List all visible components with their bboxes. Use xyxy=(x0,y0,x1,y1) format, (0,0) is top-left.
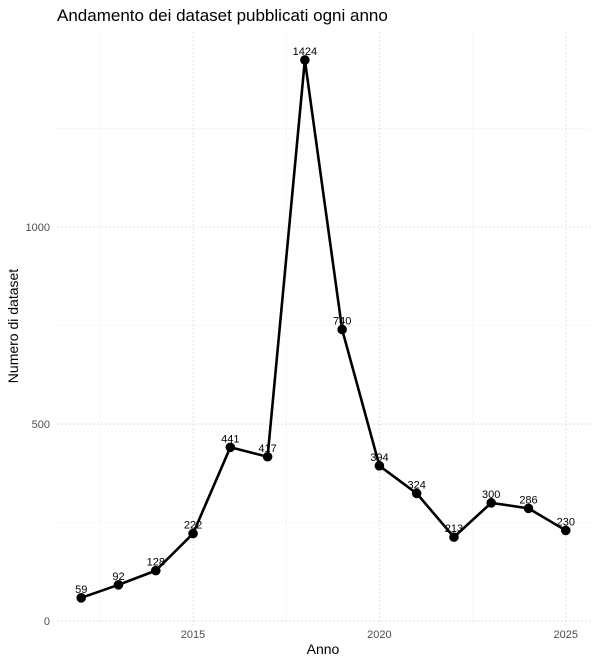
data-label: 394 xyxy=(370,452,388,464)
data-point xyxy=(337,324,347,335)
data-point xyxy=(150,565,161,576)
data-label: 222 xyxy=(184,520,202,532)
series-line xyxy=(80,58,567,600)
data-point xyxy=(300,55,310,65)
data-point xyxy=(411,488,422,499)
data-label: 740 xyxy=(333,315,351,327)
data-point xyxy=(113,580,124,590)
y-tick-label: 500 xyxy=(32,419,50,431)
grid-lines xyxy=(57,32,590,625)
x-tick-label: 2020 xyxy=(367,629,391,641)
data-label: 92 xyxy=(112,571,124,583)
y-tick-label: 0 xyxy=(44,616,50,628)
data-label: 1424 xyxy=(293,46,317,58)
data-point xyxy=(486,498,497,508)
y-axis-ticks: 0 500 1000 xyxy=(26,222,50,628)
data-point xyxy=(374,461,385,471)
x-tick-label: 2015 xyxy=(181,629,205,641)
data-label: 59 xyxy=(75,584,87,596)
x-axis-ticks: 2015 2020 2025 xyxy=(181,629,578,641)
data-labels: 59 92 128 222 441 417 1424 740 394 324 213 300 286 23… xyxy=(75,46,575,596)
chart-title: Andamento dei dataset pubblicati ogni an… xyxy=(57,6,388,25)
data-point xyxy=(262,451,273,462)
data-label: 300 xyxy=(482,489,500,501)
data-label: 417 xyxy=(258,443,276,455)
data-label: 230 xyxy=(557,516,575,528)
data-label: 441 xyxy=(221,433,239,445)
data-point xyxy=(560,525,571,536)
data-label: 213 xyxy=(445,523,463,535)
data-point xyxy=(225,442,236,453)
data-point xyxy=(523,503,534,514)
x-tick-label: 2025 xyxy=(554,629,578,641)
data-point xyxy=(76,593,87,603)
data-point xyxy=(449,532,459,542)
data-point xyxy=(188,528,198,539)
data-points xyxy=(76,55,571,603)
x-axis-title: Anno xyxy=(307,641,340,657)
data-label: 324 xyxy=(408,479,426,491)
y-axis-title: Numero di dataset xyxy=(5,269,21,384)
y-tick-label: 1000 xyxy=(26,222,50,234)
data-label: 128 xyxy=(147,557,165,569)
data-label: 286 xyxy=(519,494,537,506)
